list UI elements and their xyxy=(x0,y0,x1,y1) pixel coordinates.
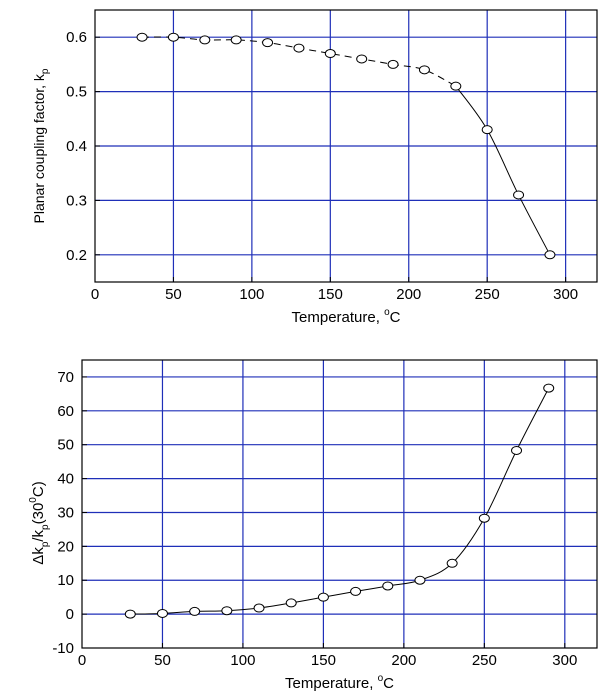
y-tick-label: 0.4 xyxy=(66,138,87,155)
y-tick-label: 60 xyxy=(57,403,74,420)
x-tick-label: 150 xyxy=(318,286,343,303)
data-point xyxy=(199,35,211,45)
y-tick-label: 10 xyxy=(57,572,74,589)
data-point xyxy=(262,38,274,48)
data-point xyxy=(478,513,490,523)
x-tick-label: 250 xyxy=(475,286,500,303)
y-tick-label: 0.2 xyxy=(66,247,87,264)
x-tick-label: 50 xyxy=(165,286,182,303)
y-tick-label: 70 xyxy=(57,369,74,386)
data-point xyxy=(414,575,426,585)
data-point xyxy=(543,383,555,393)
x-axis-label: Temperature, oC xyxy=(292,307,401,326)
data-point xyxy=(285,598,297,608)
y-tick-label: 0.3 xyxy=(66,192,87,209)
data-point xyxy=(324,49,336,59)
data-point xyxy=(387,59,399,69)
x-tick-label: 250 xyxy=(472,652,497,669)
data-point xyxy=(253,603,265,613)
grid xyxy=(82,360,597,648)
data-point xyxy=(511,445,523,455)
x-tick-label: 0 xyxy=(78,652,86,669)
data-point xyxy=(167,32,179,42)
y-tick-label: 20 xyxy=(57,538,74,555)
series-line xyxy=(455,85,551,256)
data-point xyxy=(230,35,242,45)
data-point xyxy=(221,606,233,616)
x-tick-label: 0 xyxy=(91,286,99,303)
y-tick-label: 50 xyxy=(57,437,74,454)
data-point xyxy=(189,606,201,616)
x-tick-label: 200 xyxy=(391,652,416,669)
x-axis-label: Temperature, oC xyxy=(285,673,394,691)
x-tick-label: 300 xyxy=(552,652,577,669)
data-point xyxy=(350,586,362,596)
y-tick-label: 0.6 xyxy=(66,29,87,46)
data-point xyxy=(418,65,430,75)
x-tick-label: 300 xyxy=(553,286,578,303)
x-tick-label: 50 xyxy=(154,652,171,669)
y-tick-label: -10 xyxy=(52,640,74,657)
y-tick-label: 30 xyxy=(57,504,74,521)
data-point xyxy=(293,43,305,53)
data-point xyxy=(446,558,458,568)
data-point xyxy=(124,609,136,619)
data-point xyxy=(450,81,462,91)
x-tick-label: 100 xyxy=(230,652,255,669)
y-axis-label: Δkp/kp(300C) xyxy=(28,481,51,564)
data-point xyxy=(156,608,168,618)
y-axis-label: Planar coupling factor, kp xyxy=(31,68,51,223)
data-point xyxy=(136,32,148,42)
plot-frame xyxy=(81,359,598,649)
y-tick-label: 40 xyxy=(57,471,74,488)
data-point xyxy=(481,125,493,135)
data-point xyxy=(317,592,329,602)
data-point xyxy=(382,581,394,591)
data-point xyxy=(544,250,556,260)
y-tick-label: 0.5 xyxy=(66,84,87,101)
coupling-factor-chart: 0 50 100 150 200 250 300 0.2 0.3 0.4 0.5 0.6 Tempera… xyxy=(31,9,598,326)
x-tick-label: 100 xyxy=(239,286,264,303)
data-point xyxy=(513,190,525,200)
x-tick-label: 150 xyxy=(311,652,336,669)
x-tick-label: 200 xyxy=(396,286,421,303)
y-tick-label: 0 xyxy=(66,606,74,623)
data-point xyxy=(356,54,368,64)
